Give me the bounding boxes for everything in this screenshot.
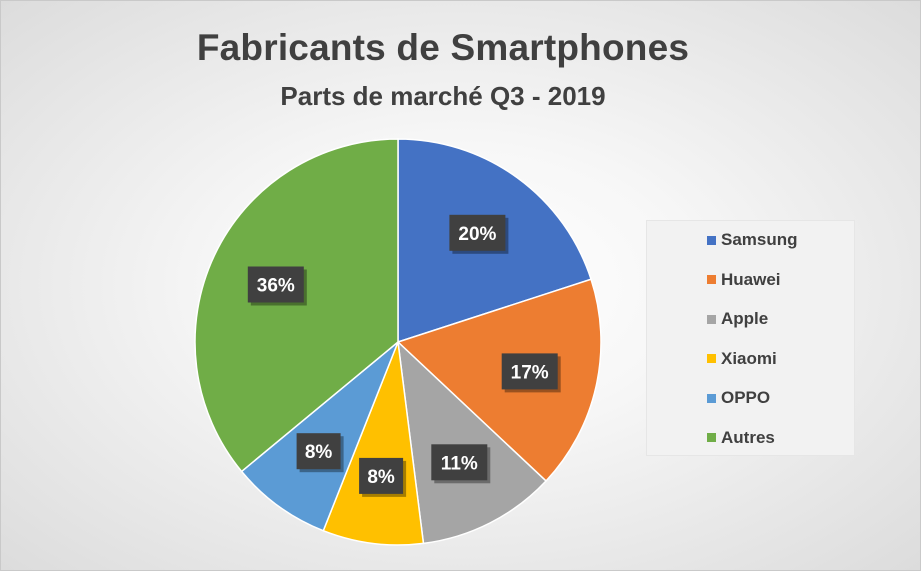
data-label-text-oppo: 8% (305, 442, 333, 463)
legend: Samsung Huawei Apple Xiaomi OPPO Autres (646, 220, 855, 456)
data-label-text-xiaomi: 8% (367, 467, 395, 488)
legend-label: Samsung (721, 230, 798, 249)
legend-label: Apple (721, 309, 769, 328)
legend-swatch (707, 393, 716, 403)
data-label-text-huawei: 17% (511, 362, 549, 383)
legend-item-apple: Apple (707, 308, 768, 330)
legend-label: Autres (721, 427, 775, 447)
data-label-oppo: 8% (296, 433, 344, 473)
legend-item-huawei: Huawei (707, 269, 781, 291)
data-label-text-samsung: 20% (458, 224, 496, 245)
data-label-xiaomi: 8% (359, 457, 407, 497)
chart-subtitle: Parts de marché Q3 - 2019 (280, 81, 606, 111)
legend-swatch (707, 275, 716, 284)
pie-slice-autres (194, 138, 399, 473)
data-label-samsung: 20% (449, 214, 509, 254)
legend-item-oppo: OPPO (707, 387, 770, 409)
legend-swatch (707, 354, 716, 363)
legend-label: Huawei (721, 269, 781, 289)
legend-swatch (707, 433, 716, 442)
data-label-apple: 11% (431, 444, 491, 484)
pie-slice-huawei (396, 278, 602, 483)
pie-slice-xiaomi (322, 341, 425, 546)
data-label-text-autres: 36% (257, 276, 295, 297)
legend-swatch (707, 314, 716, 324)
data-label-huawei: 17% (501, 353, 561, 393)
legend-item-samsung: Samsung (707, 229, 798, 251)
chart-title: Fabricants de Smartphones (196, 27, 690, 68)
pie-slice-apple (396, 340, 548, 545)
legend-swatch (707, 235, 716, 245)
pie-data-labels: 20% 17% 11% 8% 8% 36% (247, 214, 561, 497)
legend-item-autres: Autres (707, 427, 775, 449)
legend-label: Xiaomi (721, 348, 777, 368)
data-label-text-apple: 11% (441, 453, 478, 474)
legend-label: OPPO (721, 388, 771, 407)
legend-item-xiaomi: Xiaomi (707, 348, 777, 370)
data-label-autres: 36% (247, 266, 307, 306)
